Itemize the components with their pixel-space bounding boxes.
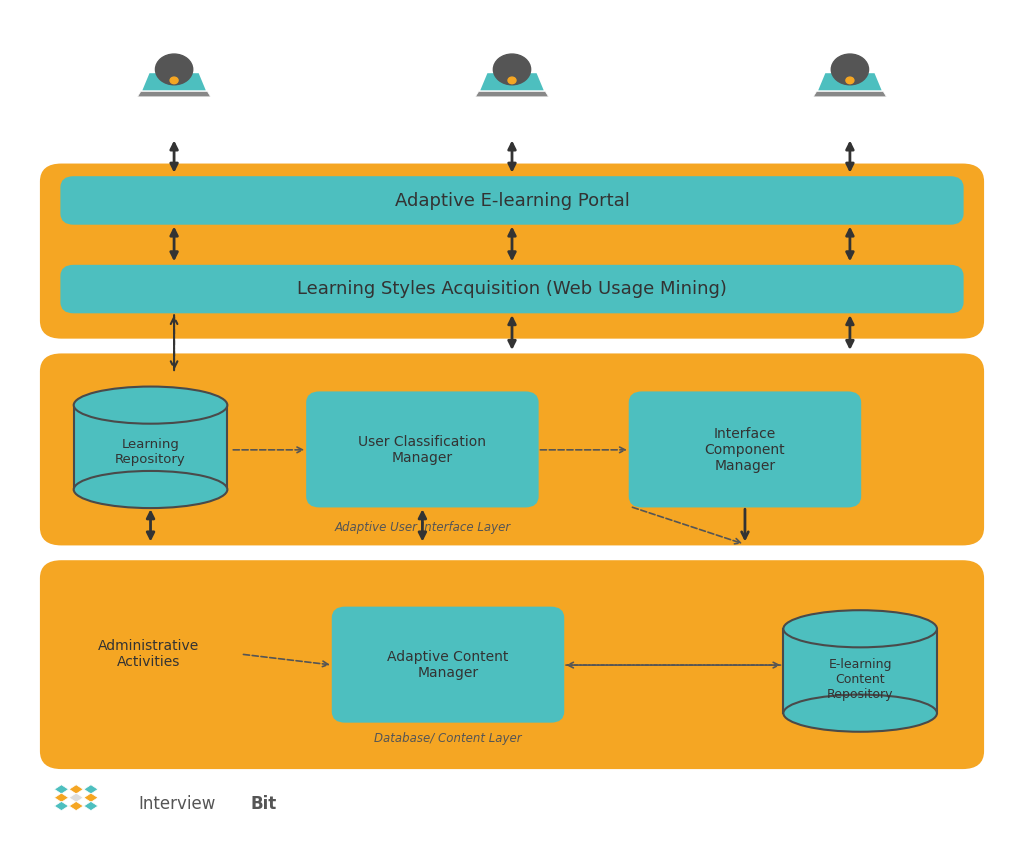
Text: Learning Styles Acquisition (Web Usage Mining): Learning Styles Acquisition (Web Usage M… xyxy=(297,280,727,299)
Polygon shape xyxy=(137,91,211,97)
Polygon shape xyxy=(54,785,69,794)
Text: Adaptive E-learning Portal: Adaptive E-learning Portal xyxy=(394,192,630,210)
Ellipse shape xyxy=(74,387,227,424)
Circle shape xyxy=(156,54,193,84)
Polygon shape xyxy=(84,802,98,810)
Text: Interface
Component
Manager: Interface Component Manager xyxy=(705,427,785,473)
Polygon shape xyxy=(70,785,83,794)
Text: Administrative
Activities: Administrative Activities xyxy=(98,639,199,669)
Polygon shape xyxy=(70,802,83,810)
FancyBboxPatch shape xyxy=(41,165,983,338)
FancyBboxPatch shape xyxy=(783,629,937,713)
Text: Adaptive User Interface Layer: Adaptive User Interface Layer xyxy=(334,521,511,534)
Polygon shape xyxy=(84,785,98,794)
Polygon shape xyxy=(141,73,207,91)
Text: Interview: Interview xyxy=(138,795,216,814)
FancyBboxPatch shape xyxy=(41,354,983,544)
Text: E-learning
Content
Repository: E-learning Content Repository xyxy=(827,658,893,701)
FancyBboxPatch shape xyxy=(61,266,963,312)
Polygon shape xyxy=(813,91,887,97)
Ellipse shape xyxy=(74,471,227,508)
Text: Adaptive Content
Manager: Adaptive Content Manager xyxy=(387,650,509,680)
FancyBboxPatch shape xyxy=(333,608,563,722)
Circle shape xyxy=(846,77,854,84)
FancyBboxPatch shape xyxy=(41,561,983,768)
Polygon shape xyxy=(479,73,545,91)
Polygon shape xyxy=(84,793,98,802)
Text: Database/ Content Layer: Database/ Content Layer xyxy=(374,732,522,745)
Ellipse shape xyxy=(783,695,937,732)
FancyBboxPatch shape xyxy=(630,392,860,506)
FancyBboxPatch shape xyxy=(307,392,538,506)
Polygon shape xyxy=(475,91,549,97)
Polygon shape xyxy=(54,793,69,802)
Text: Bit: Bit xyxy=(251,795,278,814)
Text: User Classification
Manager: User Classification Manager xyxy=(358,435,486,465)
Text: Learning
Repository: Learning Repository xyxy=(115,437,186,466)
Ellipse shape xyxy=(783,610,937,647)
Circle shape xyxy=(831,54,868,84)
Circle shape xyxy=(508,77,516,84)
FancyBboxPatch shape xyxy=(74,405,227,490)
Circle shape xyxy=(494,54,530,84)
Polygon shape xyxy=(54,802,69,810)
Polygon shape xyxy=(817,73,883,91)
Polygon shape xyxy=(70,793,83,802)
Circle shape xyxy=(170,77,178,84)
FancyBboxPatch shape xyxy=(61,177,963,224)
